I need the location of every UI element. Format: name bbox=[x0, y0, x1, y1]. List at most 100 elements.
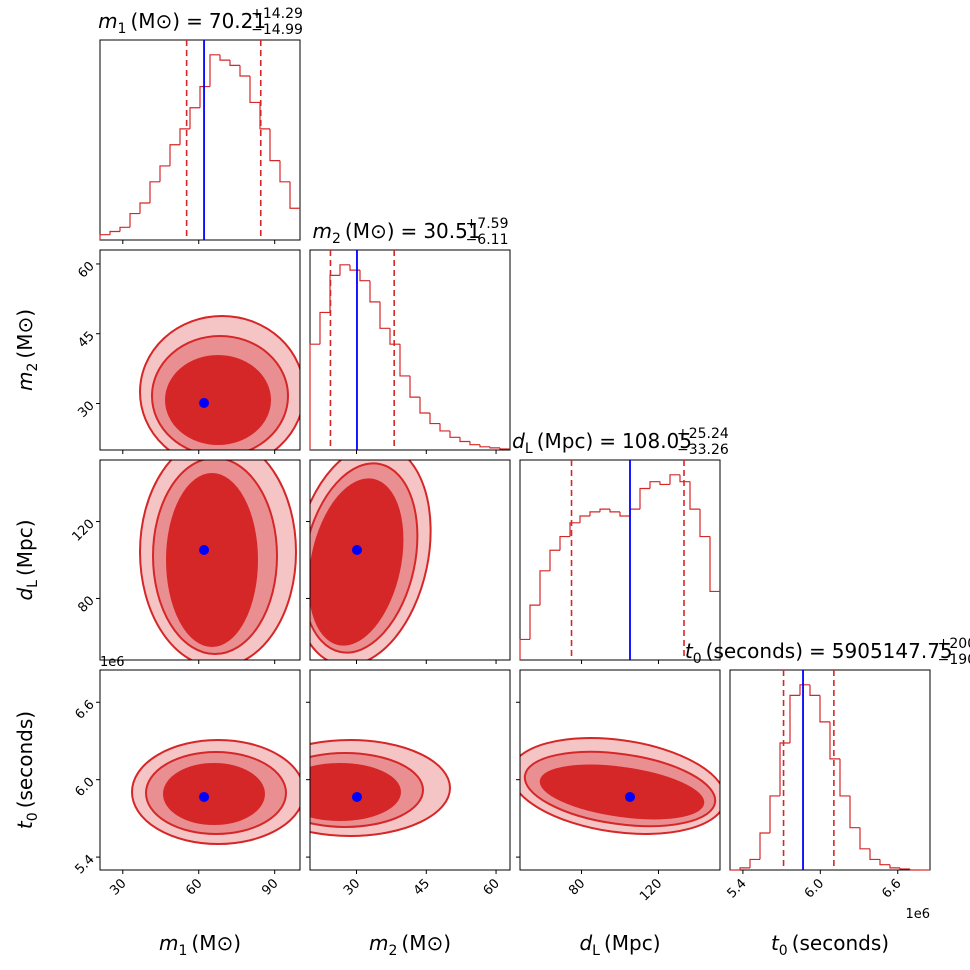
panel-frame bbox=[519, 669, 721, 871]
label-unit: (Mpc) bbox=[604, 931, 661, 955]
label-subscript: 1 bbox=[178, 943, 187, 959]
histogram-step bbox=[209, 54, 220, 87]
title-separator: = bbox=[809, 639, 826, 663]
histogram-step bbox=[99, 234, 110, 240]
x-tick-label: 30 bbox=[107, 876, 129, 898]
histogram-step bbox=[619, 511, 630, 517]
histogram-step bbox=[739, 867, 750, 870]
histogram-step bbox=[699, 509, 710, 538]
histogram-step bbox=[669, 474, 680, 485]
x-tick-label: 6.6 bbox=[879, 876, 904, 901]
histogram-step bbox=[359, 270, 370, 282]
panel-title: dL (Mpc) = 108.05 bbox=[512, 429, 692, 457]
x-tick-label: 30 bbox=[341, 876, 363, 898]
label-symbol: t bbox=[13, 820, 37, 829]
histogram-step bbox=[409, 375, 420, 398]
truth-point bbox=[199, 791, 210, 802]
histogram-step bbox=[309, 343, 320, 450]
histogram-step bbox=[679, 474, 690, 483]
label-subscript: 1 bbox=[118, 21, 127, 37]
x-tick-label: 60 bbox=[481, 876, 503, 898]
panel-frame bbox=[99, 249, 301, 451]
histogram-step bbox=[589, 511, 600, 516]
histogram-step bbox=[829, 721, 840, 760]
x-offset-label: 1e6 bbox=[905, 907, 930, 922]
panel-title: t0 (seconds) = 5905147.75 bbox=[685, 639, 953, 667]
label-unit: (seconds) bbox=[792, 931, 889, 955]
histogram-step bbox=[909, 868, 920, 871]
histogram-step bbox=[789, 694, 800, 744]
x-axis-label: dL (Mpc) bbox=[579, 931, 660, 959]
histogram-step bbox=[219, 54, 230, 61]
histogram-step bbox=[629, 508, 640, 516]
label-unit: (M⊙) bbox=[13, 309, 37, 359]
histogram-step bbox=[809, 684, 820, 696]
title-separator: = bbox=[599, 429, 616, 453]
panel-frame bbox=[99, 669, 301, 871]
histogram-step bbox=[289, 181, 300, 209]
y-axis-label: dL (Mpc) bbox=[13, 519, 41, 600]
histogram-step bbox=[539, 570, 550, 606]
histogram-step bbox=[459, 437, 470, 443]
histogram-step bbox=[659, 481, 670, 486]
label-unit: (M⊙) bbox=[401, 931, 451, 955]
title-plus: +25.24 bbox=[677, 426, 729, 442]
histogram-step bbox=[709, 536, 720, 593]
x-tick-label: 45 bbox=[411, 876, 433, 898]
label-unit: (Mpc) bbox=[13, 519, 37, 576]
panel-title: m1 (M⊙) = 70.21 bbox=[98, 9, 266, 37]
y-tick-label: 80 bbox=[75, 594, 97, 616]
title-separator: = bbox=[401, 219, 418, 243]
histogram-step bbox=[169, 144, 180, 166]
histogram-step bbox=[229, 60, 240, 66]
histogram-step bbox=[519, 638, 530, 660]
histogram-step bbox=[529, 604, 540, 640]
density-contours bbox=[131, 315, 720, 845]
title-minus: −190 bbox=[938, 652, 970, 668]
label-subscript: L bbox=[592, 943, 600, 959]
truth-point bbox=[351, 545, 362, 555]
panel-frame bbox=[309, 459, 511, 661]
histogram-step bbox=[139, 202, 150, 214]
y-axis-label: t0 (seconds) bbox=[13, 711, 41, 829]
histogram-step bbox=[639, 487, 650, 510]
panel-frame bbox=[519, 459, 721, 661]
histogram-step bbox=[179, 128, 190, 145]
histogram-step bbox=[429, 412, 440, 425]
histogram-step bbox=[249, 75, 260, 104]
y-tick-label: 6.6 bbox=[72, 697, 97, 722]
label-symbol: m bbox=[313, 219, 332, 243]
histogram-step bbox=[499, 447, 510, 450]
panel-frame bbox=[309, 669, 511, 871]
histogram-step bbox=[689, 481, 700, 510]
title-median: 5905147.75 bbox=[832, 639, 953, 663]
panel-frame bbox=[729, 669, 931, 871]
histogram-step bbox=[279, 160, 290, 183]
y-offset-label: 1e6 bbox=[100, 655, 125, 670]
x-tick-label: 80 bbox=[566, 876, 588, 898]
histogram-step bbox=[389, 328, 400, 345]
label-symbol: m bbox=[159, 931, 178, 955]
title-minus: −6.11 bbox=[466, 232, 509, 248]
histogram-step bbox=[159, 165, 170, 182]
x-axis-label: m1 (M⊙) bbox=[159, 931, 241, 959]
histogram-step bbox=[349, 264, 360, 271]
y-tick-label: 45 bbox=[75, 329, 97, 351]
label-unit: (M⊙) bbox=[130, 9, 180, 33]
title-plus: +200 bbox=[938, 636, 970, 652]
title-separator: = bbox=[186, 9, 203, 33]
label-subscript: 2 bbox=[25, 363, 41, 372]
title-plus: +14.29 bbox=[251, 6, 303, 22]
x-axis-label: t0 (seconds) bbox=[771, 931, 889, 959]
label-symbol: m bbox=[369, 931, 388, 955]
histogram-step bbox=[859, 827, 870, 850]
histogram-step bbox=[489, 446, 500, 449]
histogram-step bbox=[779, 742, 790, 796]
histogram-step bbox=[339, 264, 350, 276]
title-median: 70.21 bbox=[209, 9, 266, 33]
histogram-step bbox=[849, 795, 860, 829]
y-tick-label: 30 bbox=[75, 399, 97, 421]
label-unit: (seconds) bbox=[13, 711, 37, 808]
label-symbol: d bbox=[512, 429, 525, 453]
histogram-step bbox=[109, 230, 120, 235]
